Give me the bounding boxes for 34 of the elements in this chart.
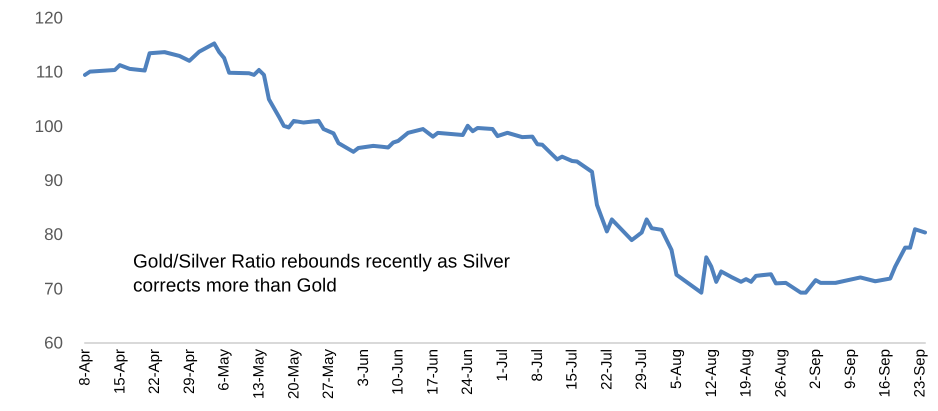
- x-tick-label: 2-Sep: [807, 349, 824, 390]
- y-tick-label: 60: [44, 334, 63, 352]
- x-tick-label: 15-Apr: [111, 349, 128, 394]
- line-series: [83, 41, 927, 295]
- x-tick-label: 8-Jul: [528, 349, 546, 382]
- x-tick-label: 24-Jun: [459, 349, 476, 395]
- x-tick-label: 19-Aug: [738, 349, 755, 398]
- x-tick-label: 9-Sep: [842, 349, 859, 390]
- x-tick-label: 15-Jul: [564, 349, 581, 390]
- x-tick-label: 8-Apr: [76, 349, 94, 386]
- x-tick-label: 17-Jun: [424, 349, 442, 395]
- x-tick-label: 27-May: [320, 348, 338, 400]
- x-tick-label: 23-Sep: [912, 349, 929, 398]
- x-tick-label: 1-Jul: [494, 349, 512, 382]
- y-tick-label: 100: [34, 116, 63, 136]
- x-tick-label: 6-May: [216, 348, 233, 391]
- y-tick-label: 80: [44, 225, 63, 244]
- annotation: Gold/Silver Ratio rebounds recently as Silver corrects more than Gold: [133, 252, 516, 296]
- x-tick-label: 13-May: [250, 348, 268, 400]
- x-tick-label: 20-May: [285, 348, 302, 400]
- x-tick-label: 22-Apr: [146, 349, 164, 394]
- x-tick-label: 10-Jun: [390, 349, 407, 395]
- y-tick-label: 120: [34, 8, 63, 28]
- x-tick-label: 29-Jul: [633, 349, 650, 390]
- x-tick-label: 16-Sep: [876, 349, 894, 398]
- y-tick-label: 110: [36, 62, 63, 82]
- y-tick-label: 70: [44, 279, 63, 298]
- x-tick-label: 29-Apr: [180, 349, 198, 394]
- x-tick-label: 12-Aug: [702, 349, 720, 398]
- y-tick-label: 90: [44, 171, 63, 190]
- x-tick-label: 3-Jun: [354, 349, 372, 387]
- x-tick-label: 22-Jul: [598, 349, 616, 390]
- x-tick-label: 26-Aug: [772, 349, 790, 398]
- x-tick-label: 5-Aug: [668, 349, 685, 390]
